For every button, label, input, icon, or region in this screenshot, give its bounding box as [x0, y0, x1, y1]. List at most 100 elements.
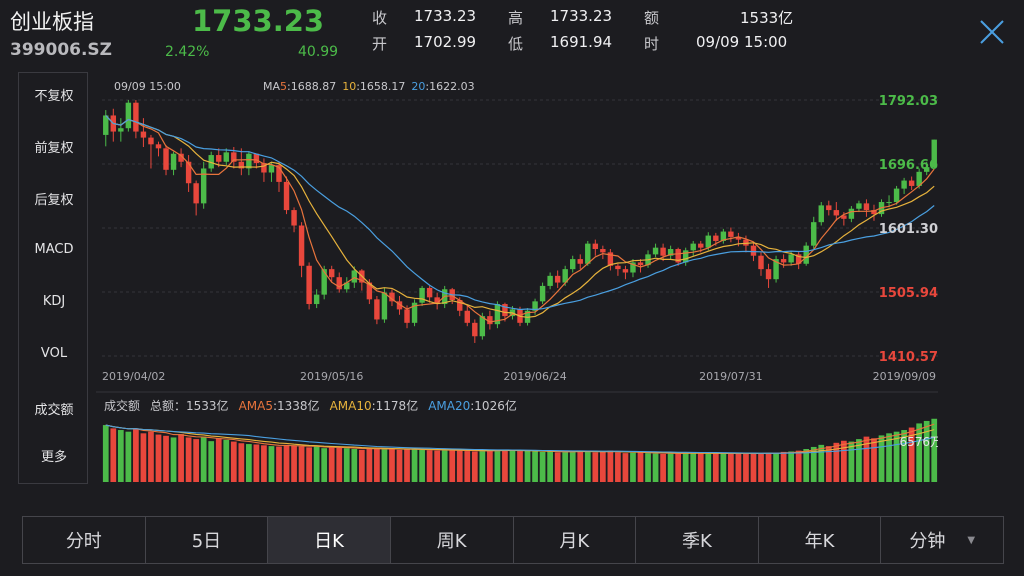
candle [637, 259, 644, 273]
volume-bar [637, 452, 644, 482]
volume-bar [223, 439, 230, 482]
volume-bar [306, 447, 312, 482]
tab-5day[interactable]: 5日 [146, 517, 269, 563]
tab-minute[interactable]: 分钟 ▼ [881, 517, 1003, 563]
candle [298, 222, 305, 278]
tab-monthly-k[interactable]: 月K [514, 517, 637, 563]
info-date: 09/09 15:00 [114, 80, 181, 93]
candle [313, 289, 320, 309]
volume-bar [208, 441, 215, 482]
volume-bar [848, 441, 855, 482]
quote-label-low: 低 [508, 35, 524, 53]
volume-bar [712, 452, 719, 482]
side-item-no-adjust[interactable]: 不复权 [34, 89, 74, 104]
volume-bar [584, 451, 591, 482]
candle [848, 206, 855, 223]
volume-bar [622, 453, 629, 482]
volume-bar [185, 437, 192, 482]
candle [585, 240, 591, 266]
tab-label: 日K [314, 531, 344, 552]
candle [901, 177, 907, 194]
volume-bar [170, 437, 177, 482]
volume-bar [426, 450, 433, 482]
candle [253, 153, 260, 169]
volume-bar [856, 439, 862, 482]
candle [622, 265, 629, 280]
candle [675, 247, 681, 266]
side-item-more[interactable]: 更多 [40, 450, 67, 465]
volume-bar [268, 446, 275, 482]
candle [464, 306, 470, 327]
x-tick-label: 2019/05/16 [300, 370, 363, 383]
x-tick-label: 2019/06/24 [503, 370, 566, 383]
candle [773, 255, 779, 283]
candle [344, 277, 350, 293]
volume-bar [396, 449, 403, 482]
volume-bar [773, 453, 779, 482]
candle [223, 148, 229, 166]
candle [238, 148, 245, 176]
volume-bar [735, 453, 742, 482]
volume-bar [343, 448, 350, 482]
volume-bar [117, 430, 124, 482]
candle [833, 202, 840, 221]
volume-bar [728, 453, 734, 482]
tab-quarterly-k[interactable]: 季K [636, 517, 759, 563]
kline-chart[interactable]: 09/09 15:00 MA5:1688.87 10:1658.17 20:1622… [96, 74, 938, 484]
tab-weekly-k[interactable]: 周K [391, 517, 514, 563]
y-tick-label: 1410.57 [879, 350, 938, 365]
candle [592, 239, 599, 256]
volume-bar [720, 453, 727, 482]
quote-label-amount: 额 [644, 9, 660, 27]
volume-bar [547, 451, 553, 482]
volume-bar [178, 434, 184, 482]
tab-daily-k[interactable]: 日K [268, 517, 391, 563]
volume-bar [825, 446, 832, 482]
tab-yearly-k[interactable]: 年K [759, 517, 882, 563]
candle [577, 254, 583, 270]
y-tick-label: 1792.03 [879, 94, 938, 109]
volume-bar [667, 453, 674, 482]
candle [539, 282, 546, 305]
volume-bar [155, 434, 162, 482]
candle [765, 263, 772, 288]
volume-bar [923, 420, 930, 482]
volume-bar [494, 449, 501, 482]
close-button[interactable] [978, 18, 1006, 46]
candle [826, 200, 832, 216]
tab-intraday[interactable]: 分时 [23, 517, 146, 563]
side-item-vol[interactable]: VOL [40, 346, 68, 361]
candle [178, 148, 184, 168]
volume-bar [818, 444, 825, 482]
side-item-kdj[interactable]: KDJ [42, 294, 66, 309]
volume-bar [697, 453, 704, 482]
quote-value-high: 1733.23 [550, 7, 613, 25]
ama20-value: :1026亿 [470, 398, 517, 413]
volume-bar [765, 452, 772, 482]
candle [803, 242, 809, 266]
candle [426, 285, 433, 303]
volume-bar [434, 450, 441, 482]
side-item-backward-adjust[interactable]: 后复权 [34, 193, 74, 208]
candle [216, 148, 222, 168]
ama10-value: :1178亿 [372, 398, 419, 413]
volume-bar [509, 450, 516, 482]
y-tick-label: 1505.94 [879, 286, 938, 301]
close-icon [980, 20, 1004, 44]
volume-bar [660, 453, 666, 482]
x-tick-label: 2019/09/09 [873, 370, 936, 383]
candle [103, 110, 109, 147]
side-item-forward-adjust[interactable]: 前复权 [34, 141, 74, 156]
side-item-macd[interactable]: MACD [34, 242, 74, 257]
quote-value-time: 09/09 15:00 [696, 33, 788, 51]
period-tabbar: 分时 5日 日K 周K 月K 季K 年K 分钟 ▼ [22, 516, 1004, 564]
volume-bar [389, 449, 395, 482]
volume-bar [743, 453, 749, 482]
chevron-down-icon: ▼ [967, 534, 976, 546]
side-item-turnover[interactable]: 成交额 [34, 403, 74, 418]
candle [720, 228, 727, 244]
ama20-line [105, 424, 935, 454]
candle [148, 134, 154, 169]
volume-bar [298, 446, 305, 482]
ama5-label: AMA5 [239, 399, 273, 413]
